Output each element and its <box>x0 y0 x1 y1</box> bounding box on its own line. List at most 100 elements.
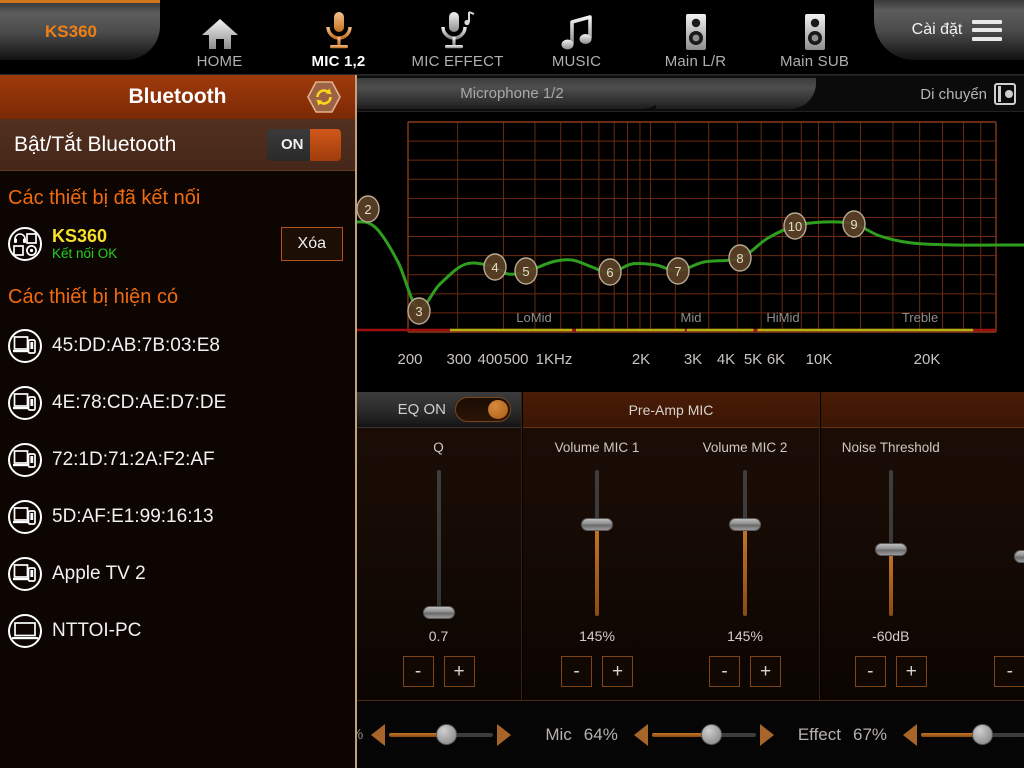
slider-track[interactable] <box>921 723 1024 745</box>
decrement-button[interactable]: - <box>561 656 592 687</box>
nav-item-home[interactable]: HOME <box>161 10 279 73</box>
increase-arrow-icon[interactable] <box>497 723 512 746</box>
panel-noise-sliders: Noise Threshold -60dB - + A <box>821 428 1024 700</box>
stepper-row: - + <box>709 656 781 687</box>
slider-knob[interactable] <box>971 723 993 745</box>
slider-knob[interactable] <box>1014 550 1024 564</box>
music-note-icon <box>558 10 596 52</box>
connected-device-row[interactable]: KS360 Kết nối OK Xóa <box>0 218 355 270</box>
panel-eq: EQ ON Q 0.7 - + <box>356 392 522 700</box>
eq-point-5[interactable]: 5 <box>514 257 538 285</box>
increment-button[interactable]: + <box>750 656 781 687</box>
decrement-button[interactable]: - <box>994 656 1024 687</box>
nav-item-music[interactable]: MUSIC <box>518 10 636 73</box>
increase-arrow-icon[interactable] <box>759 723 774 746</box>
equalizer-graph[interactable]: 2 3 4 5 6 7 8 10 9 LoMid Mid HiMid Treble 200 300 400… <box>356 112 1024 390</box>
eq-point-2[interactable]: 2 <box>356 195 380 223</box>
tab-secondary[interactable] <box>656 78 816 109</box>
slider-knob[interactable] <box>422 606 455 619</box>
move-control[interactable]: Di chuyển <box>920 80 1016 108</box>
strip-slider-0[interactable] <box>371 723 512 746</box>
slider-caption: Noise Threshold <box>841 440 940 455</box>
decrease-arrow-icon[interactable] <box>633 723 648 746</box>
device-name-tab[interactable]: KS360 <box>0 0 160 60</box>
slider-rail <box>444 732 494 737</box>
eq-point-3[interactable]: 3 <box>407 297 431 325</box>
available-device-row[interactable]: 72:1D:71:2A:F2:AF <box>0 431 355 488</box>
eq-on-toggle[interactable] <box>455 397 511 422</box>
slider-fill <box>595 525 599 616</box>
slider-knob[interactable] <box>581 518 613 532</box>
settings-button[interactable]: Cài đặt <box>874 0 1024 60</box>
eq-grid <box>407 121 997 333</box>
eq-curve-svg[interactable]: 2 3 4 5 6 7 8 10 9 LoMid Mid HiMid Treble 200 300 400… <box>356 112 1024 390</box>
slider-knob[interactable] <box>729 518 761 532</box>
bluetooth-power-toggle[interactable]: ON <box>267 128 341 161</box>
multimedia-device-icon <box>8 227 42 261</box>
phone-device-icon <box>8 385 42 420</box>
decrement-button[interactable]: - <box>709 656 740 687</box>
nav-item-mic-effect[interactable]: MIC EFFECT <box>399 10 517 73</box>
decrease-arrow-icon[interactable] <box>371 723 386 746</box>
control-panels: EQ ON Q 0.7 - + <box>356 392 1024 700</box>
strip-slider-mic[interactable] <box>633 723 774 746</box>
available-device-row[interactable]: Apple TV 2 <box>0 545 355 602</box>
panel-title: Pre-Amp MIC <box>628 401 714 418</box>
decrement-button[interactable]: - <box>854 656 886 687</box>
slider-track[interactable] <box>422 470 455 619</box>
eq-point-7[interactable]: 7 <box>666 257 690 285</box>
increment-button[interactable]: + <box>602 656 633 687</box>
slider-track[interactable] <box>729 470 761 616</box>
available-device-row[interactable]: 5D:AF:E1:99:16:13 <box>0 488 355 545</box>
slider-volume-mic-1: Volume MIC 1 145% - + <box>523 428 671 700</box>
toggle-knob <box>310 128 341 161</box>
refresh-sync-icon[interactable] <box>307 81 341 113</box>
increment-button[interactable]: + <box>443 656 475 687</box>
tab-microphone-1-2[interactable]: Microphone 1/2 <box>356 78 668 109</box>
slider-knob[interactable] <box>436 723 458 745</box>
bottom-level-strip: % Mic 64% Effect 67% <box>350 700 1024 768</box>
bluetooth-title: Bluetooth <box>128 85 227 108</box>
strip-slider-effect[interactable] <box>903 723 1024 746</box>
eq-point-label: 10 <box>788 219 802 234</box>
slider-fill <box>921 732 981 737</box>
hamburger-menu-icon[interactable] <box>972 19 1003 41</box>
remove-device-button[interactable]: Xóa <box>280 227 343 261</box>
available-devices-list: 45:DD:AB:7B:03:E8 4E:78:CD:AE:D7:DE 72:1… <box>0 317 355 659</box>
available-device-row[interactable]: NTTOI-PC <box>0 602 355 659</box>
eq-point-6[interactable]: 6 <box>598 258 622 286</box>
eq-point-10[interactable]: 10 <box>783 212 807 240</box>
move-panel-icon[interactable] <box>994 83 1016 105</box>
eq-frequency-tick-label: 3K <box>684 351 702 368</box>
decrease-arrow-icon[interactable] <box>903 723 918 746</box>
available-device-row[interactable]: 45:DD:AB:7B:03:E8 <box>0 317 355 374</box>
available-device-row[interactable]: 4E:78:CD:AE:D7:DE <box>0 374 355 431</box>
stepper-row: - + <box>402 656 475 687</box>
eq-point-9[interactable]: 9 <box>842 210 866 238</box>
available-device-name: 4E:78:CD:AE:D7:DE <box>52 391 227 413</box>
mic-effect-icon <box>438 10 478 52</box>
nav-item-mic12[interactable]: MIC 1,2 <box>280 10 398 73</box>
slider-track[interactable] <box>581 470 613 616</box>
slider-knob[interactable] <box>874 543 907 557</box>
increment-button[interactable]: + <box>895 656 927 687</box>
slider-knob[interactable] <box>700 723 722 745</box>
bluetooth-power-row[interactable]: Bật/Tắt Bluetooth ON <box>0 119 355 171</box>
slider-track[interactable] <box>389 723 494 745</box>
eq-frequency-tick-label: 500 <box>503 351 528 368</box>
eq-point-label: 4 <box>491 260 498 275</box>
toggle-state-label: ON <box>281 136 304 153</box>
eq-point-label: 2 <box>364 202 371 217</box>
nav-label-home: HOME <box>196 53 243 70</box>
eq-point-label: 7 <box>674 264 681 279</box>
available-device-name: NTTOI-PC <box>52 619 142 641</box>
eq-point-8[interactable]: 8 <box>728 244 752 272</box>
eq-band-points[interactable]: 2 3 4 5 6 7 8 10 9 <box>356 195 866 325</box>
eq-point-4[interactable]: 4 <box>483 253 507 281</box>
slider-noise-threshold: Noise Threshold -60dB - + <box>821 428 961 700</box>
nav-item-main-lr[interactable]: Main L/R <box>637 10 755 73</box>
slider-track[interactable] <box>874 470 907 616</box>
decrement-button[interactable]: - <box>402 656 434 687</box>
slider-track[interactable] <box>651 723 756 745</box>
nav-item-main-sub[interactable]: Main SUB <box>756 10 874 73</box>
